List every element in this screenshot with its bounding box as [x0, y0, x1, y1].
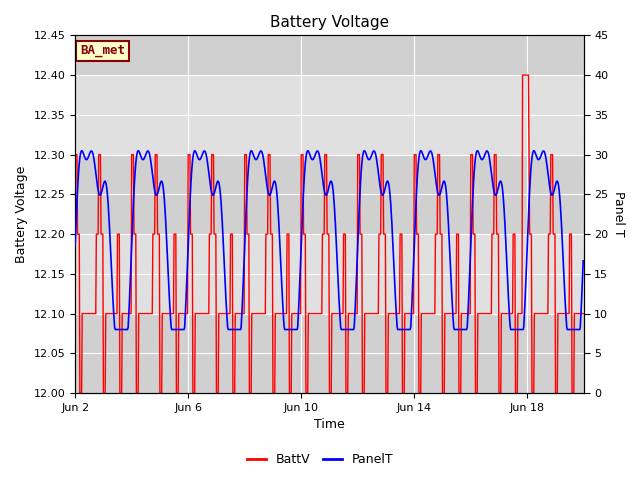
- Bar: [75, 155, 584, 234]
- Bar: [75, 75, 584, 155]
- Text: BA_met: BA_met: [80, 44, 125, 57]
- Legend: BattV, PanelT: BattV, PanelT: [242, 448, 398, 471]
- Bar: [75, 36, 584, 75]
- X-axis label: Time: Time: [314, 419, 345, 432]
- Y-axis label: Panel T: Panel T: [612, 192, 625, 237]
- Bar: [75, 313, 584, 393]
- Y-axis label: Battery Voltage: Battery Voltage: [15, 166, 28, 263]
- Bar: [75, 234, 584, 313]
- Title: Battery Voltage: Battery Voltage: [270, 15, 389, 30]
